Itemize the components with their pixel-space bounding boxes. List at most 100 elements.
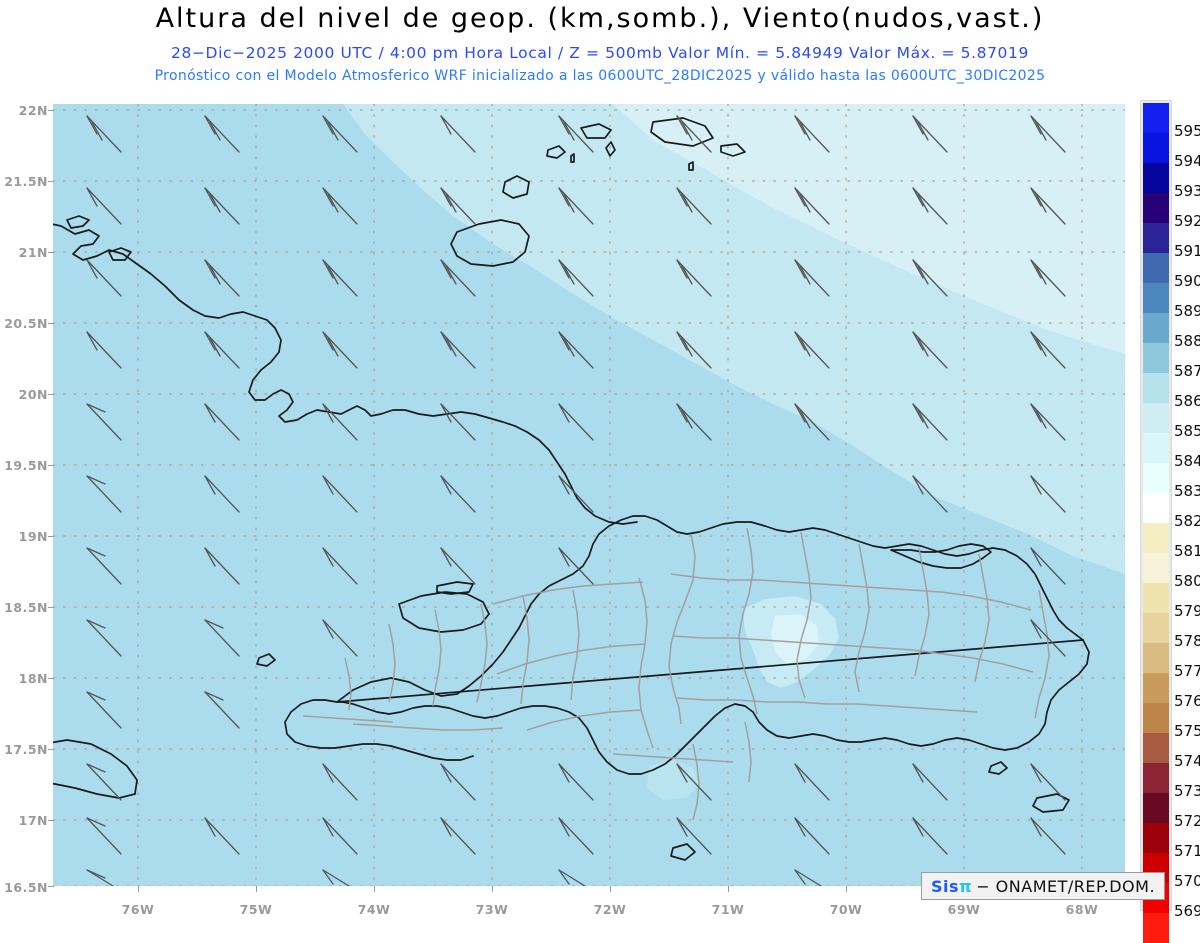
wind-barb [322,763,358,801]
x-axis-label: 76W [121,902,155,917]
wind-barb [794,259,830,297]
y-axis-tick [48,749,54,750]
wind-barb [912,817,948,855]
wind-barb [1030,259,1066,297]
wind-barbs [86,115,1066,886]
colorbar-swatch [1143,553,1169,583]
wind-barb [322,115,358,153]
y-axis-label: 18.5N [4,600,48,615]
y-axis-label: 22N [18,103,48,118]
colorbar-swatch [1143,583,1169,613]
colorbar-swatch [1143,133,1169,163]
y-axis-tick [48,886,54,887]
wind-barb [676,187,712,225]
colorbar-tick-label: 5690 [1174,902,1200,920]
wind-barb [440,475,476,513]
colorbar-tick-label: 5950 [1174,122,1200,140]
y-axis-label: 19.5N [4,458,48,473]
wind-barb [204,817,240,855]
colorbar-swatch [1143,373,1169,403]
wind-barb [558,259,594,297]
wind-barb [912,115,948,153]
wind-barb [322,619,358,657]
colorbar-swatch [1143,223,1169,253]
x-axis-label: 70W [829,902,863,917]
y-axis-tick [48,536,54,537]
logo-suffix: − ONAMET/REP.DOM. [976,876,1156,896]
island-great-inagua [450,219,530,267]
wind-barb [204,547,240,585]
wind-barb [322,259,358,297]
wind-barb [1030,403,1066,441]
wind-barb [794,403,830,441]
page-title: Altura del nivel de geop. (km,somb.), Vi… [155,3,1045,34]
y-axis-tick [48,820,54,821]
colorbar-tick-label: 5890 [1174,302,1200,320]
wind-barb [204,475,240,513]
wind-barb [558,763,594,801]
wind-barb [204,115,240,153]
x-axis-label: 71W [711,902,745,917]
y-axis-label: 21N [18,245,48,260]
colorbar-swatch [1143,823,1169,853]
logo-pi-icon: π [959,876,973,896]
wind-barb [912,331,948,369]
wind-barb [794,869,822,886]
y-axis-label: 16.5N [4,880,48,895]
logo-prefix: Sis [931,876,960,896]
colorbar-tick-label: 5900 [1174,272,1200,290]
x-axis-tick [138,886,139,892]
colorbar-tick-label: 5740 [1174,752,1200,770]
wind-barb [1030,331,1066,369]
colorbar-tick-label: 5720 [1174,812,1200,830]
wind-barb [676,331,712,369]
island-tortue [436,581,474,595]
colorbar-tick-label: 5920 [1174,212,1200,230]
colorbar-swatch [1143,673,1169,703]
colorbar-tick-label: 5700 [1174,872,1200,890]
wind-barb [676,115,712,153]
x-axis-label: 68W [1065,902,1099,917]
y-axis-label: 19N [18,529,48,544]
colorbar-tick-label: 5910 [1174,242,1200,260]
wind-barb [204,619,240,657]
island-turks [502,175,530,199]
island-bahamas-4 [605,141,616,157]
wind-barb [1030,763,1066,801]
wind-barb [794,115,830,153]
subtitle-line-1: 28−Dic−2025 2000 UTC / 4:00 pm Hora Loca… [171,44,1029,62]
wind-barb [558,475,594,513]
wind-barb [440,547,476,585]
wind-barb [676,763,712,801]
colorbar-swatch [1143,433,1169,463]
island-bahamas-5 [546,145,566,159]
x-axis-label: 75W [239,902,273,917]
shading-patch-cordillera-inner [771,614,819,664]
y-axis-tick [48,394,54,395]
y-axis-tick [48,110,54,111]
y-axis-label: 18N [18,671,48,686]
y-axis-tick [48,607,54,608]
wind-barb [322,817,358,855]
wind-barb [440,763,476,801]
colorbar-swatch [1143,763,1169,793]
colorbar-tick-label: 5760 [1174,692,1200,710]
colorbar-tick-label: 5750 [1174,722,1200,740]
coast-haiti-south-peninsula [284,699,474,761]
wind-barb [86,869,114,886]
wind-barb [1030,115,1066,153]
shading-patch-sierra-bahoruco [647,760,699,800]
coastlines [53,117,1090,861]
colorbar-swatch [1143,103,1169,133]
map-plot-area[interactable] [53,104,1125,886]
coast-cuba [53,223,516,427]
colorbar-tick-label: 5840 [1174,452,1200,470]
wind-barb [1030,619,1066,657]
colorbar-tick-label: 5880 [1174,332,1200,350]
colorbar[interactable] [1143,103,1169,943]
colorbar-swatch [1143,493,1169,523]
colorbar-swatch [1143,283,1169,313]
coast-cuba-key-1 [66,215,90,229]
y-axis-label: 20.5N [4,316,48,331]
y-axis-tick [48,678,54,679]
